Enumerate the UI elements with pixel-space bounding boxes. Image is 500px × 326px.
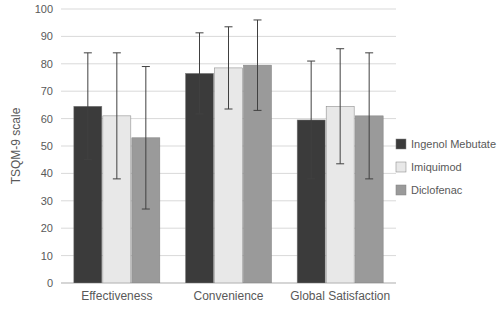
error-bar bbox=[365, 53, 373, 179]
y-tick-label: 20 bbox=[41, 222, 53, 234]
x-tick-label: Global Satisfaction bbox=[290, 289, 390, 303]
error-bar bbox=[225, 27, 233, 109]
legend-swatch bbox=[396, 139, 406, 149]
legend-label: Diclofenac bbox=[411, 184, 463, 196]
y-tick-label: 90 bbox=[41, 30, 53, 42]
chart: 0 10 20 30 40 50 60 70 80 90 100 TSQM-9 scale Effect… bbox=[0, 0, 500, 326]
y-tick-label: 70 bbox=[41, 85, 53, 97]
y-tick-label: 50 bbox=[41, 140, 53, 152]
error-bar bbox=[307, 61, 315, 179]
x-tick-label: Convenience bbox=[193, 289, 263, 303]
legend-label: Ingenol Mebutate bbox=[411, 138, 496, 150]
y-tick-label: 100 bbox=[35, 3, 53, 15]
y-tick-label: 30 bbox=[41, 195, 53, 207]
y-tick-label: 10 bbox=[41, 250, 53, 262]
y-axis-label: TSQM-9 scale bbox=[9, 107, 23, 184]
legend-label: Imiquimod bbox=[411, 161, 462, 173]
error-bars bbox=[84, 20, 373, 209]
error-bar bbox=[336, 49, 344, 164]
error-bar bbox=[254, 20, 262, 110]
legend-swatch bbox=[396, 162, 406, 172]
y-tick-label: 80 bbox=[41, 58, 53, 70]
legend-swatch bbox=[396, 185, 406, 195]
grid-line bbox=[61, 9, 396, 10]
x-tick-label: Effectiveness bbox=[81, 289, 152, 303]
y-tick-label: 0 bbox=[47, 277, 53, 289]
error-bar bbox=[113, 53, 121, 179]
error-bar bbox=[142, 67, 150, 209]
error-bar bbox=[196, 33, 204, 114]
y-tick-label: 60 bbox=[41, 113, 53, 125]
y-tick-label: 40 bbox=[41, 167, 53, 179]
error-bar bbox=[84, 53, 92, 160]
legend: Ingenol Mebutate Imiquimod Diclofenac bbox=[396, 138, 496, 196]
